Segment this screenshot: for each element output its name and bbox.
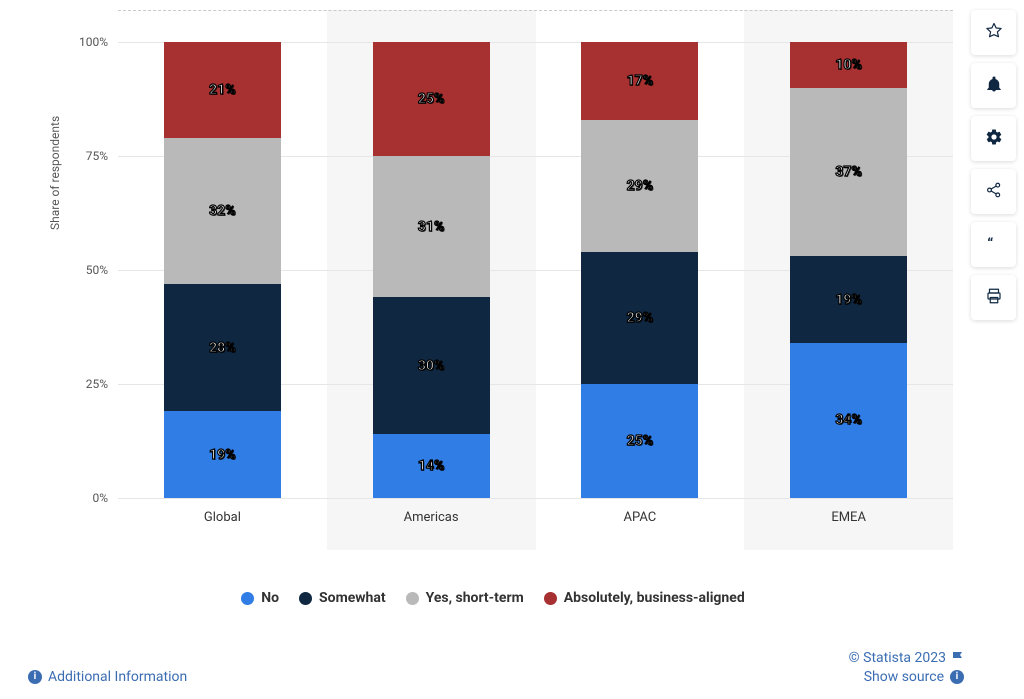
legend-label: Absolutely, business-aligned xyxy=(564,590,745,606)
bar-value-label: 29% xyxy=(627,178,653,194)
legend-swatch xyxy=(406,592,419,605)
bar-value-label: 31% xyxy=(418,219,444,235)
bar-segment-no[interactable]: 19% xyxy=(164,411,281,498)
y-tick-label: 0% xyxy=(92,491,108,505)
bar-value-label: 14% xyxy=(418,458,444,474)
gridline xyxy=(118,498,953,499)
legend: No Somewhat Yes, short-term Absolutely, bus… xyxy=(28,590,958,609)
bar-segment-somewhat[interactable]: 30% xyxy=(373,297,490,434)
bar-segment-aligned[interactable]: 10% xyxy=(790,42,907,88)
bell-icon xyxy=(985,75,1003,97)
y-tick-label: 50% xyxy=(86,263,108,277)
bar-value-label: 30% xyxy=(418,358,444,374)
chart-footer: i Additional Information © Statista 2023… xyxy=(28,650,964,685)
bar-segment-short[interactable]: 31% xyxy=(373,156,490,297)
bar-value-label: 19% xyxy=(209,447,235,463)
bar-segment-somewhat[interactable]: 28% xyxy=(164,284,281,412)
bar-segment-no[interactable]: 14% xyxy=(373,434,490,498)
bar-value-label: 25% xyxy=(627,433,653,449)
plot-region: 0%25%50%75%100%19%28%32%21%Global14%30%3… xyxy=(118,10,953,550)
credit-label[interactable]: © Statista 2023 xyxy=(849,650,964,666)
y-tick-label: 25% xyxy=(86,377,108,391)
citation-button[interactable]: “ xyxy=(971,222,1016,267)
svg-text:“: “ xyxy=(987,234,993,252)
chart-container: Share of respondents 0% 25% 50% 75% 100% 19% 2… xyxy=(28,0,958,620)
legend-item-aligned[interactable]: Absolutely, business-aligned xyxy=(544,590,745,606)
bar-value-label: 21% xyxy=(209,82,235,98)
bar-segment-aligned[interactable]: 21% xyxy=(164,42,281,138)
bar-segment-no[interactable]: 34% xyxy=(790,343,907,498)
bar-value-label: 28% xyxy=(209,340,235,356)
right-toolbar: “ xyxy=(971,10,1016,320)
bar-value-label: 17% xyxy=(627,73,653,89)
legend-item-short[interactable]: Yes, short-term xyxy=(406,590,524,606)
flag-icon xyxy=(952,651,964,665)
credit-text: © Statista 2023 xyxy=(849,650,946,666)
legend-label: No xyxy=(261,590,279,606)
gear-icon xyxy=(985,128,1003,150)
bar-segment-short[interactable]: 29% xyxy=(581,120,698,252)
bar-value-label: 32% xyxy=(209,203,235,219)
bar-value-label: 34% xyxy=(835,412,861,428)
bar-segment-no[interactable]: 25% xyxy=(581,384,698,498)
favorite-button[interactable] xyxy=(971,10,1016,55)
legend-label: Yes, short-term xyxy=(426,590,524,606)
info-icon: i xyxy=(28,670,42,684)
y-axis-title: Share of respondents xyxy=(48,116,62,230)
y-tick-label: 100% xyxy=(79,35,108,49)
bar-segment-somewhat[interactable]: 19% xyxy=(790,256,907,343)
bar-segment-aligned[interactable]: 17% xyxy=(581,42,698,120)
x-tick-label: Americas xyxy=(404,510,459,525)
info-icon: i xyxy=(950,670,964,684)
bar-segment-somewhat[interactable]: 29% xyxy=(581,252,698,384)
bar-value-label: 25% xyxy=(418,91,444,107)
share-button[interactable] xyxy=(971,169,1016,214)
share-icon xyxy=(985,181,1003,203)
bar-segment-aligned[interactable]: 25% xyxy=(373,42,490,156)
bar-value-label: 19% xyxy=(835,292,861,308)
legend-label: Somewhat xyxy=(319,590,386,606)
x-tick-label: APAC xyxy=(624,510,657,525)
settings-button[interactable] xyxy=(971,116,1016,161)
bar-value-label: 10% xyxy=(835,57,861,73)
legend-swatch xyxy=(241,592,254,605)
legend-swatch xyxy=(544,592,557,605)
print-icon xyxy=(985,287,1003,309)
notifications-button[interactable] xyxy=(971,63,1016,108)
bar-value-label: 29% xyxy=(627,310,653,326)
y-tick-label: 75% xyxy=(86,149,108,163)
bar-segment-short[interactable]: 37% xyxy=(790,88,907,257)
additional-info-label: Additional Information xyxy=(48,669,187,685)
show-source-label: Show source xyxy=(864,669,944,685)
legend-item-somewhat[interactable]: Somewhat xyxy=(299,590,386,606)
legend-swatch xyxy=(299,592,312,605)
additional-info-link[interactable]: i Additional Information xyxy=(28,669,187,685)
legend-item-no[interactable]: No xyxy=(241,590,279,606)
x-tick-label: EMEA xyxy=(831,510,866,525)
gridline xyxy=(118,10,953,11)
print-button[interactable] xyxy=(971,275,1016,320)
show-source-link[interactable]: Show source i xyxy=(864,669,964,685)
bar-segment-short[interactable]: 32% xyxy=(164,138,281,284)
quote-icon: “ xyxy=(985,234,1003,256)
x-tick-label: Global xyxy=(204,510,241,525)
bar-value-label: 37% xyxy=(835,164,861,180)
star-icon xyxy=(985,22,1003,44)
